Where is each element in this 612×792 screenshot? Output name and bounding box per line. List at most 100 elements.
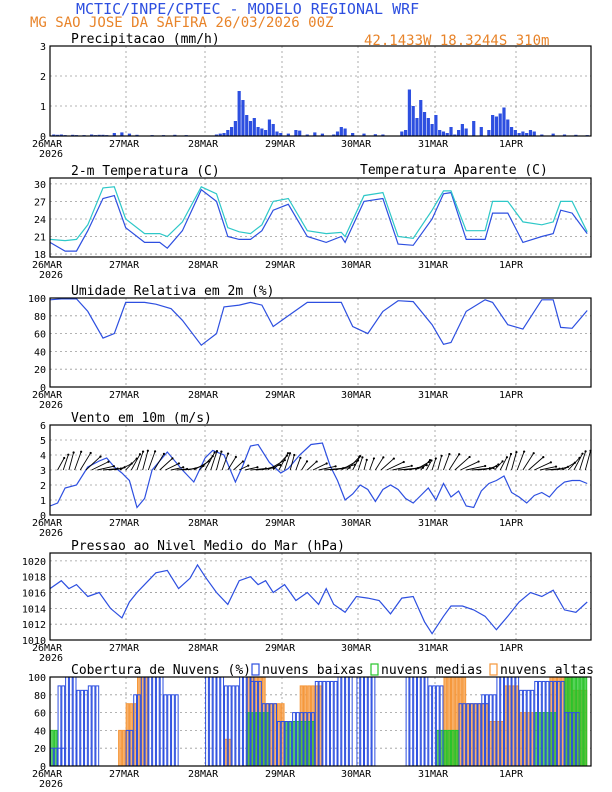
wind-arrow-head bbox=[468, 455, 471, 459]
wind-arrow-head bbox=[220, 450, 223, 453]
cloud-bar bbox=[348, 676, 353, 767]
x-tick-label: 27MAR bbox=[109, 643, 140, 654]
cloud-bar bbox=[95, 685, 100, 767]
cloud-bar bbox=[80, 689, 85, 767]
wind-arrow-head bbox=[234, 455, 237, 459]
x-tick-label: 28MAR bbox=[188, 643, 219, 654]
cloud-bar bbox=[413, 676, 417, 767]
wind-arrow bbox=[68, 452, 75, 471]
precip-bar bbox=[267, 119, 272, 136]
wind-arrow bbox=[528, 456, 544, 471]
wind-arrow bbox=[431, 458, 437, 471]
wind-arrow-head bbox=[430, 459, 433, 462]
precip-bar bbox=[434, 115, 438, 136]
panel-clouds: 0 20 40 60 80 100 Cobertura de Nuvens (%) 26MAR… bbox=[28, 663, 594, 790]
wind-arrow bbox=[147, 451, 156, 471]
x-tick-label: 31MAR bbox=[418, 518, 449, 529]
wind-arrow bbox=[584, 450, 591, 471]
precip-bar bbox=[313, 132, 317, 136]
cloud-bar bbox=[205, 676, 209, 767]
y-tick-label: 0 bbox=[40, 511, 46, 522]
wind-arrow bbox=[74, 451, 82, 471]
wind-arrow-head bbox=[458, 453, 461, 456]
precip-bar bbox=[400, 131, 404, 136]
precip-bar bbox=[286, 133, 290, 136]
wind-arrow-head bbox=[477, 460, 480, 463]
wind-arrow bbox=[499, 457, 508, 471]
precip-bar bbox=[551, 133, 555, 136]
x-year-label: 2026 bbox=[39, 653, 63, 664]
wind-arrow bbox=[448, 453, 460, 471]
wind-arrow bbox=[443, 453, 450, 471]
legend-nuvens baixas: nuvens baixas bbox=[262, 663, 364, 678]
precip-bar bbox=[574, 134, 578, 136]
y-tick-label: 100 bbox=[28, 294, 46, 305]
cloud-bar bbox=[235, 685, 240, 767]
cloud-bar bbox=[420, 676, 425, 767]
wind-arrow bbox=[386, 461, 404, 471]
y-tick-label: 3 bbox=[40, 42, 46, 53]
wind-arrow-head bbox=[305, 460, 309, 463]
precip-bar bbox=[245, 115, 249, 136]
cloud-bar bbox=[360, 676, 365, 767]
precip-bar bbox=[445, 133, 449, 136]
precip-bar bbox=[502, 107, 506, 136]
y-tick-label: 1 bbox=[40, 496, 46, 507]
wind-arrow bbox=[437, 455, 443, 471]
x-tick-label: 27MAR bbox=[109, 139, 140, 150]
wind-arrow-head bbox=[99, 455, 102, 458]
wind-arrow bbox=[516, 451, 525, 471]
precip-bar bbox=[135, 134, 139, 136]
wind-arrow bbox=[488, 464, 499, 471]
cloud-bar bbox=[337, 676, 342, 767]
x-tick-label: 31MAR bbox=[418, 260, 449, 271]
x-tick-label: 27MAR bbox=[109, 390, 140, 401]
y-tick-label: 21 bbox=[34, 233, 46, 244]
wind-arrow bbox=[102, 468, 118, 471]
legend-nuvens medias: nuvens medias bbox=[381, 663, 483, 678]
precip-bar bbox=[521, 131, 525, 136]
y-tick-label: 80 bbox=[34, 312, 46, 323]
panel-pressure: 1010 1012 1014 1016 1018 1020 Pressao ao Nivel… bbox=[22, 539, 592, 664]
x-tick-label: 26MAR bbox=[32, 390, 63, 401]
cloud-bar bbox=[416, 676, 421, 767]
y-tick-label: 1 bbox=[40, 102, 46, 113]
wind-arrow-head bbox=[138, 453, 142, 456]
precip-bar bbox=[343, 128, 347, 136]
wind-arrow bbox=[454, 456, 470, 471]
cloud-bar bbox=[220, 676, 225, 767]
cloud-bar bbox=[451, 729, 455, 767]
x-tick-label: 1APR bbox=[499, 518, 524, 529]
cloud-bar bbox=[152, 676, 156, 767]
precip-bar bbox=[509, 127, 514, 136]
y-tick-label: 1018 bbox=[22, 573, 46, 584]
x-tick-label: 27MAR bbox=[109, 769, 140, 780]
y-tick-label: 20 bbox=[34, 744, 46, 755]
wind-arrow-head bbox=[392, 457, 395, 460]
wind-arrow-head bbox=[581, 452, 584, 455]
series-2-m Temperatura (C) bbox=[49, 188, 588, 252]
precip-bar bbox=[260, 128, 264, 136]
wind-arrow-head bbox=[509, 452, 513, 456]
x-tick-label: 30MAR bbox=[341, 643, 372, 654]
wind-arrow-head bbox=[484, 464, 487, 468]
wind-arrow bbox=[352, 455, 361, 471]
wind-arrow bbox=[142, 450, 149, 471]
panel-frame bbox=[49, 424, 592, 516]
cloud-bar bbox=[329, 680, 334, 767]
wind-arrow bbox=[114, 466, 125, 471]
precip-bar bbox=[173, 134, 177, 136]
cloud-bar bbox=[443, 729, 448, 767]
wind-arrow-head bbox=[171, 457, 174, 460]
cloud-bar bbox=[341, 676, 346, 767]
wind-arrow-head bbox=[288, 452, 292, 455]
wind-arrow-head bbox=[549, 461, 552, 464]
precip-bar bbox=[419, 100, 423, 136]
cloud-bar bbox=[231, 685, 236, 767]
precip-bar bbox=[252, 118, 256, 136]
header-coords: 42.1433W 18.3244S 310m bbox=[364, 33, 549, 49]
precip-bar bbox=[71, 134, 75, 136]
precip-bar bbox=[305, 134, 309, 136]
y-tick-label: 1012 bbox=[22, 620, 46, 631]
cloud-bar bbox=[155, 676, 160, 767]
